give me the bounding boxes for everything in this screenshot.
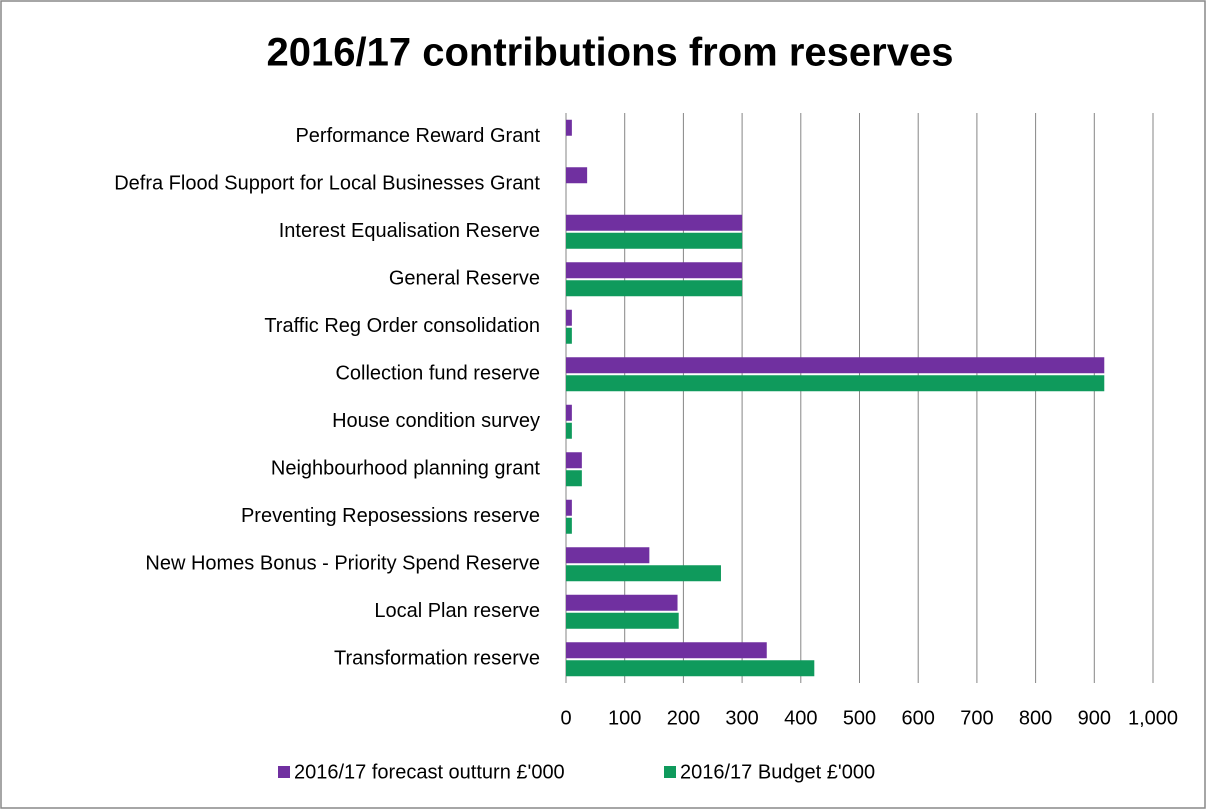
x-tick-label: 900: [1078, 707, 1111, 729]
bar: [566, 280, 743, 297]
bar: [566, 357, 1105, 374]
bar: [566, 232, 743, 249]
legend-swatch: [278, 766, 290, 778]
x-tick-label: 1,000: [1128, 707, 1178, 729]
bar: [566, 309, 572, 326]
y-tick-label: Neighbourhood planning grant: [271, 458, 541, 480]
bar: [566, 565, 721, 582]
x-tick-label: 800: [1019, 707, 1052, 729]
x-tick-label: 300: [725, 707, 758, 729]
y-tick-label: General Reserve: [389, 268, 540, 290]
bar: [566, 167, 588, 184]
x-tick-label: 400: [784, 707, 817, 729]
bar: [566, 262, 743, 279]
bar: [566, 452, 582, 469]
y-tick-label: Interest Equalisation Reserve: [279, 220, 540, 242]
bar: [566, 660, 815, 677]
y-tick-label: Transformation reserve: [334, 648, 540, 670]
bar: [566, 594, 678, 611]
bar: [566, 404, 572, 421]
x-tick-label: 600: [902, 707, 935, 729]
bar: [566, 422, 572, 439]
bar: [566, 517, 572, 534]
legend-label: 2016/17 forecast outturn £'000: [294, 761, 565, 783]
y-tick-label: Local Plan reserve: [374, 600, 540, 622]
bar: [566, 327, 572, 344]
x-tick-label: 200: [667, 707, 700, 729]
x-tick-label: 700: [960, 707, 993, 729]
y-tick-label: Performance Reward Grant: [295, 125, 540, 147]
chart-title: 2016/17 contributions from reserves: [267, 31, 954, 75]
bar: [566, 642, 767, 659]
y-tick-label: Defra Flood Support for Local Businesses…: [114, 173, 540, 195]
legend-label: 2016/17 Budget £'000: [680, 761, 875, 783]
y-tick-label: Collection fund reserve: [335, 363, 540, 385]
bar: [566, 214, 743, 231]
x-tick-label: 100: [608, 707, 641, 729]
bar: [566, 547, 650, 564]
y-tick-label: Traffic Reg Order consolidation: [264, 315, 540, 337]
y-tick-label: New Homes Bonus - Priority Spend Reserve: [145, 553, 540, 575]
bar: [566, 375, 1105, 392]
y-tick-label: Preventing Reposessions reserve: [241, 505, 540, 527]
bar: [566, 499, 572, 516]
x-tick-label: 0: [560, 707, 571, 729]
bar: [566, 470, 582, 487]
y-tick-label: House condition survey: [332, 410, 540, 432]
bar: [566, 612, 679, 629]
bar: [566, 119, 572, 136]
legend-swatch: [664, 766, 676, 778]
x-tick-label: 500: [843, 707, 876, 729]
